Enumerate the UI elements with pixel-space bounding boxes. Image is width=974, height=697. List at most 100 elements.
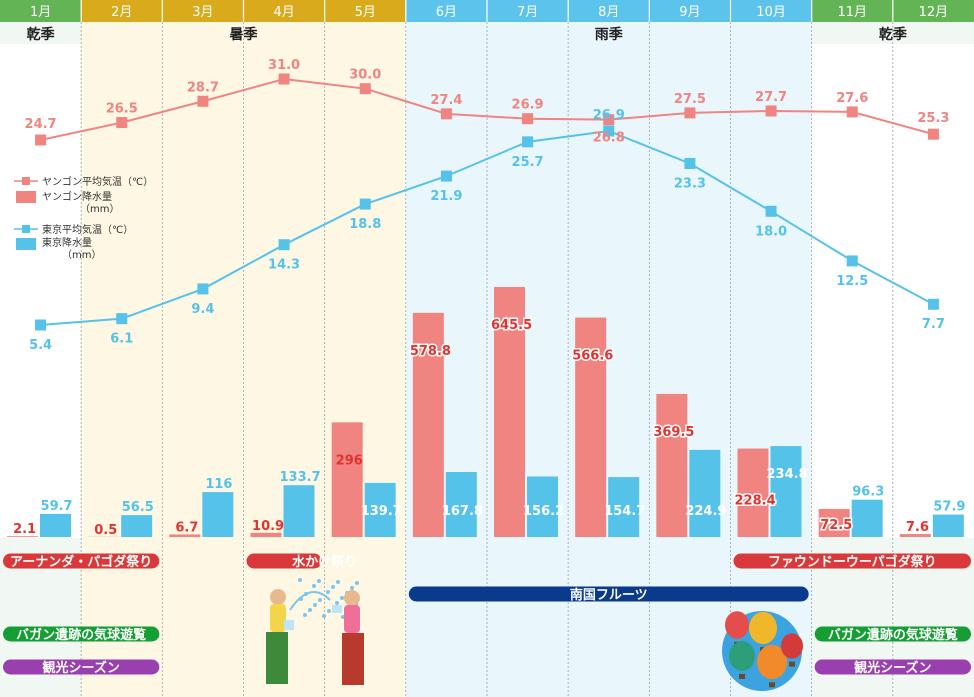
tokyo-rain-label-7: 156.2 bbox=[523, 504, 564, 519]
water-splash-dot bbox=[355, 581, 359, 585]
tokyo-rain-label-6: 167.8 bbox=[442, 504, 483, 519]
month-cell-5 bbox=[324, 0, 406, 22]
yangon-rain-bar-5 bbox=[331, 422, 363, 537]
yangon-rain-bar-12 bbox=[899, 534, 931, 537]
event-bar-7 bbox=[814, 659, 971, 675]
water-splash-dot bbox=[336, 580, 340, 584]
month-label-3: 3月 bbox=[192, 5, 213, 20]
yangon-temp-label-7: 26.9 bbox=[512, 98, 544, 113]
yangon-rain-label-7: 645.5 bbox=[491, 318, 532, 333]
dancer-1-head bbox=[270, 589, 286, 605]
yangon-rain-label-5: 296 bbox=[336, 453, 363, 468]
water-splash-dot bbox=[322, 614, 326, 618]
event-label-5: バガン遺跡の気球遊覧 bbox=[828, 627, 958, 643]
yangon-temp-point-12 bbox=[927, 128, 939, 140]
tokyo-temp-label-1: 5.4 bbox=[29, 338, 52, 353]
yangon-rain-bar-6 bbox=[412, 312, 444, 537]
hot-air-balloons bbox=[722, 611, 803, 691]
month-label-5: 5月 bbox=[355, 5, 376, 20]
tokyo-temp-point-4 bbox=[278, 239, 290, 251]
month-cell-7 bbox=[487, 0, 569, 22]
tokyo-temp-point-5 bbox=[359, 198, 371, 210]
yangon-rain-bar-8 bbox=[575, 317, 607, 537]
water-splash-dot bbox=[317, 579, 321, 583]
water-splash-dot bbox=[340, 596, 344, 600]
month-label-9: 9月 bbox=[679, 5, 700, 20]
yangon-rain-label-2: 0.5 bbox=[94, 523, 117, 538]
legend-tokyo-temp-marker bbox=[22, 225, 30, 233]
yangon-temp-label-5: 30.0 bbox=[349, 68, 381, 83]
event-bar-3 bbox=[408, 586, 809, 602]
month-label-2: 2月 bbox=[111, 5, 132, 20]
tokyo-temp-label-10: 18.0 bbox=[755, 224, 787, 239]
event-label-7: 観光シーズン bbox=[853, 660, 931, 676]
rain-bars bbox=[7, 287, 964, 537]
tokyo-rain-bar-5 bbox=[364, 482, 396, 537]
yangon-temp-label-1: 24.7 bbox=[25, 117, 57, 132]
water-splash-dot bbox=[335, 601, 339, 605]
tokyo-temp-point-9 bbox=[684, 157, 696, 169]
tokyo-rain-label-10: 234.8 bbox=[767, 467, 808, 482]
event-bar-1 bbox=[246, 553, 322, 569]
tokyo-rain-bar-3 bbox=[202, 492, 234, 537]
legend-yangon-rain-unit: （mm） bbox=[80, 203, 119, 215]
month-label-4: 4月 bbox=[273, 5, 294, 20]
event-label-2: ファウンドーウーパゴダ祭り bbox=[768, 554, 937, 570]
tokyo-temp-label-2: 6.1 bbox=[110, 332, 133, 347]
event-label-0: アーナンダ・パゴダ祭り bbox=[10, 554, 152, 570]
yangon-temp-line bbox=[40, 77, 934, 141]
yangon-rain-bar-4 bbox=[250, 532, 282, 537]
tokyo-temp-label-5: 18.8 bbox=[349, 217, 381, 232]
tokyo-rain-bar-11 bbox=[851, 499, 883, 537]
water-splash-dot bbox=[318, 598, 322, 602]
legend-yangon-temp: ヤンゴン平均気温（℃） bbox=[42, 175, 153, 188]
month-cell-6 bbox=[405, 0, 487, 22]
tokyo-temp-label-7: 25.7 bbox=[512, 155, 544, 170]
yangon-rain-bar-11 bbox=[818, 508, 850, 537]
legend-tokyo-rain: 東京降水量 bbox=[42, 236, 92, 249]
yangon-temp-label-4: 31.0 bbox=[268, 58, 300, 73]
tokyo-temp-point-8 bbox=[603, 125, 615, 137]
yangon-rain-label-10: 228.4 bbox=[735, 494, 776, 509]
dancer-2-bowl bbox=[332, 605, 342, 613]
yangon-rain-label-4: 10.9 bbox=[252, 519, 284, 534]
water-splash-dot bbox=[327, 609, 331, 613]
month-label-12: 12月 bbox=[919, 5, 949, 20]
month-cell-12 bbox=[892, 0, 974, 22]
tokyo-temp-point-2 bbox=[116, 313, 128, 325]
tokyo-rain-bar-2 bbox=[121, 515, 153, 537]
yangon-rain-bar-9 bbox=[656, 393, 688, 537]
tokyo-rain-bar-8 bbox=[608, 477, 640, 537]
tokyo-rain-label-4: 133.7 bbox=[280, 470, 321, 485]
yangon-rain-label-9: 369.5 bbox=[653, 425, 694, 440]
yangon-temp-label-6: 27.4 bbox=[430, 93, 462, 108]
water-splash-dot bbox=[331, 585, 335, 589]
event-bar-2 bbox=[733, 553, 971, 569]
yangon-temp-point-6 bbox=[440, 108, 452, 120]
yangon-temp-label-3: 28.7 bbox=[187, 80, 219, 95]
yangon-rain-label-11: 72.5 bbox=[820, 518, 852, 533]
yangon-temp-label-9: 27.5 bbox=[674, 92, 706, 107]
month-cell-10 bbox=[730, 0, 812, 22]
balloon-4 bbox=[757, 644, 787, 680]
water-splash-dot bbox=[313, 603, 317, 607]
tokyo-temp-point-11 bbox=[846, 255, 858, 267]
tokyo-rain-label-11: 96.3 bbox=[852, 485, 884, 500]
month-cell-4 bbox=[243, 0, 325, 22]
tokyo-temp-label-12: 7.7 bbox=[922, 317, 945, 332]
tokyo-rain-bar-10 bbox=[770, 446, 802, 537]
events: アーナンダ・パゴダ祭り 水かけ祭り ファウンドーウーパゴダ祭り南国フルーツバガン遺跡… bbox=[3, 553, 971, 676]
event-label-1: 水かけ祭り bbox=[292, 554, 357, 570]
tokyo-rain-bar-4 bbox=[283, 485, 315, 537]
tokyo-rain-bar-1 bbox=[40, 513, 71, 537]
tokyo-temp-label-3: 9.4 bbox=[191, 302, 214, 317]
water-festival-dancers bbox=[266, 578, 364, 685]
balloon-2 bbox=[749, 611, 777, 645]
yangon-rain-bar-1 bbox=[7, 536, 38, 537]
legend-yangon-temp-marker bbox=[22, 177, 30, 185]
month-label-10: 10月 bbox=[756, 5, 786, 20]
temperature-lines bbox=[35, 73, 939, 331]
event-label-3: 南国フルーツ bbox=[570, 587, 648, 603]
balloon-basket-3 bbox=[739, 673, 745, 679]
tokyo-temp-label-8: 26.9 bbox=[593, 108, 625, 123]
